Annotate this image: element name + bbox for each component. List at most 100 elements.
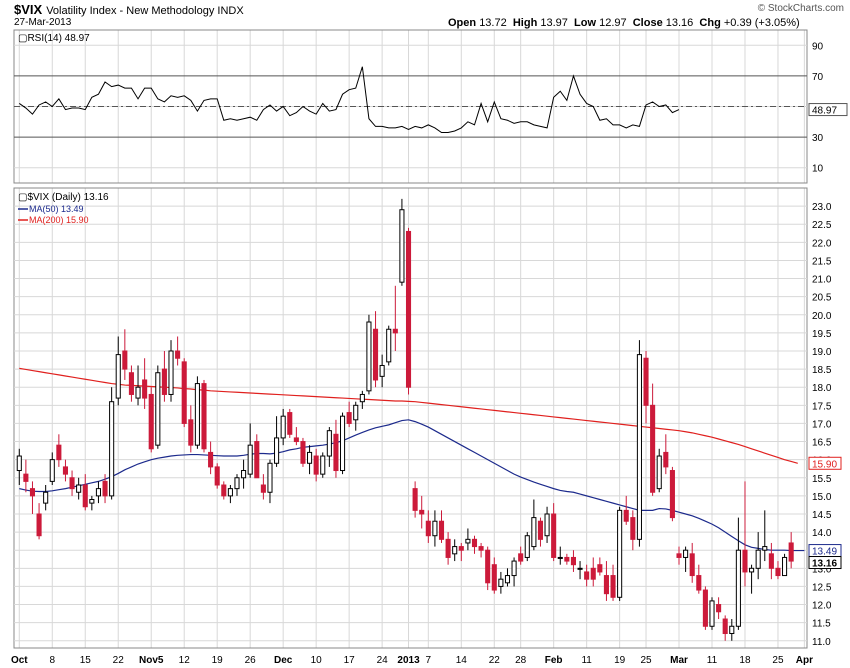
candle — [511, 557, 517, 587]
candle-body — [326, 430, 332, 457]
candle-body — [43, 491, 49, 504]
candle — [115, 336, 121, 406]
candle — [636, 340, 642, 547]
candle — [412, 481, 418, 518]
candle-body — [630, 517, 636, 540]
candle-body — [353, 404, 359, 421]
candle-body — [755, 549, 761, 569]
candle — [155, 365, 161, 449]
candle-body — [412, 488, 418, 511]
candle — [537, 517, 544, 547]
x-tick-label: Dec — [274, 655, 293, 666]
candle — [346, 401, 352, 428]
candle-body — [194, 383, 200, 446]
price-tick-label: 18.5 — [812, 365, 832, 376]
candle-body — [709, 600, 715, 627]
candle-body — [372, 328, 379, 381]
candle-body — [445, 538, 451, 558]
close-last-value: 13.16 — [812, 559, 837, 570]
candle-body — [491, 564, 497, 591]
candle — [663, 434, 669, 475]
candle — [386, 325, 392, 366]
candle — [683, 546, 689, 572]
candle-body — [16, 455, 22, 472]
candle-body — [570, 556, 576, 566]
candle — [16, 448, 22, 486]
candle-body — [432, 520, 438, 537]
price-tick-label: 11.5 — [812, 619, 831, 630]
candle — [577, 561, 583, 580]
candle-body — [775, 567, 781, 577]
candle-body — [557, 556, 563, 559]
ma50-last-value: 13.49 — [812, 547, 837, 558]
candle — [722, 615, 728, 641]
x-tick-label: 12 — [179, 655, 191, 666]
x-tick-label: 22 — [489, 655, 501, 666]
candle — [95, 481, 101, 504]
candle-body — [161, 368, 167, 395]
rsi-line — [18, 66, 680, 134]
candle — [557, 546, 563, 565]
ma200-last-value: 15.90 — [812, 459, 837, 470]
candle-body — [636, 354, 642, 540]
candle-body — [742, 549, 748, 573]
candle — [379, 354, 385, 388]
candle-body — [735, 549, 741, 627]
candle — [458, 542, 464, 562]
candle-body — [749, 567, 755, 573]
rsi-tick-label: 70 — [812, 72, 824, 83]
candle — [188, 405, 194, 453]
chart-date: 27-Mar-2013 — [14, 17, 72, 28]
candle — [29, 481, 36, 514]
candle — [359, 390, 365, 409]
candle-body — [617, 509, 623, 598]
candle-body — [366, 321, 372, 392]
candle — [227, 485, 233, 504]
price-tick-label: 19.0 — [812, 347, 832, 358]
candle-body — [650, 404, 656, 493]
candle-body — [577, 567, 583, 570]
candle-body — [287, 412, 293, 435]
candle-body — [392, 328, 398, 334]
x-tick-label: 14 — [456, 655, 468, 666]
candle-body — [716, 604, 722, 613]
candle — [392, 285, 398, 351]
candle — [755, 532, 761, 580]
price-tick-label: 22.5 — [812, 220, 832, 231]
price-series-label: ▢$VIX (Daily) 13.16 — [18, 192, 109, 203]
candle-body — [208, 451, 214, 468]
candle-body — [683, 549, 689, 558]
candle — [485, 546, 491, 591]
candle-body — [386, 328, 392, 363]
price-tick-label: 21.5 — [812, 256, 832, 267]
candle-body — [62, 466, 69, 475]
candle — [452, 539, 458, 562]
x-tick-label: 7 — [426, 655, 432, 666]
ma50-line — [19, 419, 805, 552]
candle — [320, 452, 326, 478]
candle-body — [109, 401, 115, 497]
candle — [465, 528, 471, 551]
candle — [491, 557, 497, 594]
candle-body — [669, 470, 675, 519]
candle — [676, 546, 682, 565]
price-tick-label: 21.0 — [812, 275, 832, 286]
candle — [234, 474, 240, 496]
candle-body — [504, 575, 511, 584]
price-tick-label: 23.0 — [812, 202, 832, 213]
candle — [102, 474, 108, 504]
candle-body — [95, 488, 101, 497]
candle-body — [603, 575, 609, 595]
candle — [498, 571, 504, 594]
candle-body — [564, 556, 570, 562]
close-last-value-box — [808, 556, 842, 570]
candle-body — [498, 578, 504, 587]
rsi-last-value-box — [808, 103, 848, 117]
candle-body — [537, 520, 544, 540]
candle — [504, 568, 511, 587]
candle — [445, 532, 451, 565]
candle — [293, 427, 299, 446]
candle-body — [663, 451, 669, 468]
candle — [564, 553, 570, 565]
candle — [696, 564, 702, 594]
